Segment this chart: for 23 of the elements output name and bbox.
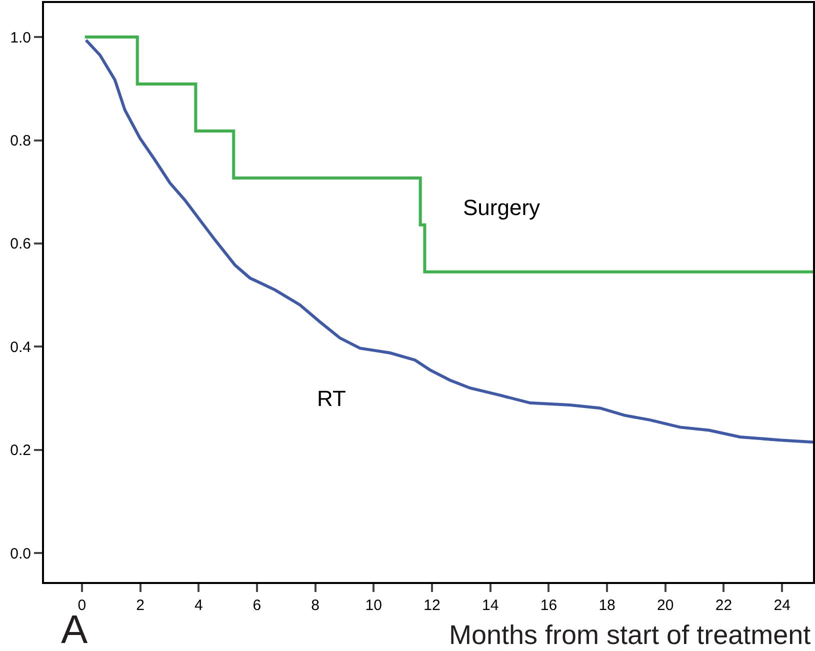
x-tick-label: 4 (194, 597, 203, 614)
x-tick-label: 20 (657, 597, 674, 614)
x-axis-title: Months from start of treatment (449, 620, 812, 650)
series-label: RT (317, 386, 346, 411)
x-tick-label: 24 (774, 597, 790, 614)
y-tick-label: 1.0 (10, 29, 31, 46)
y-tick-label: 0.6 (10, 236, 31, 253)
x-tick-label: 14 (482, 597, 499, 614)
y-tick-label: 0.4 (10, 338, 31, 356)
x-tick-label: 0 (78, 597, 86, 614)
line-series (84, 38, 813, 444)
x-tick-label: 16 (540, 597, 558, 614)
x-tick-label: 22 (715, 597, 732, 614)
y-tick-label: 0.2 (10, 442, 31, 460)
y-tick-label: 0.0 (10, 545, 31, 562)
x-tick-label: 8 (311, 597, 320, 614)
x-tick-label: 10 (365, 597, 382, 614)
series-label: Surgery (463, 195, 540, 220)
x-tick-label: 18 (598, 597, 616, 614)
x-tick-label: 2 (136, 597, 144, 614)
x-tick-label: 6 (252, 597, 262, 614)
x-tick-label: 12 (424, 597, 440, 614)
y-tick-label: 0.8 (10, 132, 31, 150)
